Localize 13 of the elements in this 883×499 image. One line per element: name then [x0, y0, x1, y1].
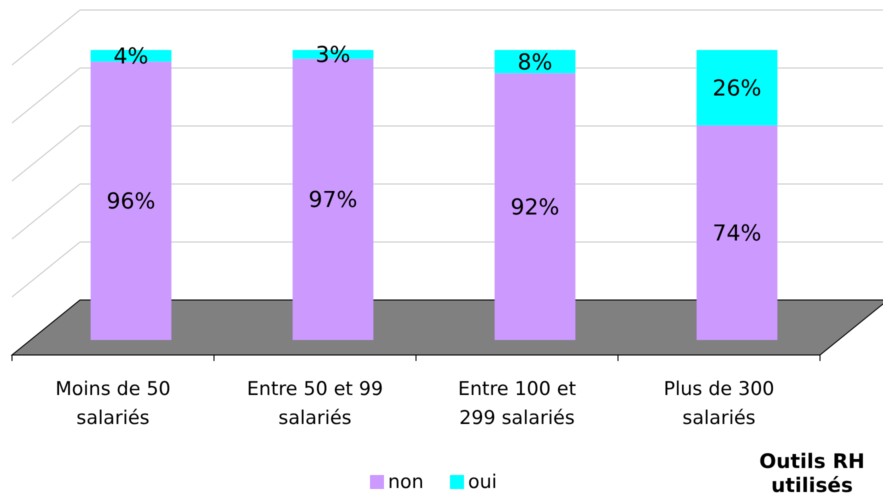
x-tick-label: Plus de 300 salariés	[664, 378, 774, 429]
x-tick-label: Entre 50 et 99 salariés	[246, 378, 384, 429]
text: Outils RH utilisés	[759, 449, 865, 497]
data-label: 97%	[308, 188, 358, 214]
legend-label: non	[388, 471, 424, 493]
data-label: 8%	[518, 50, 552, 76]
data-label: 26%	[712, 76, 762, 102]
x-tick-label: Moins de 50 salariés	[55, 378, 171, 429]
x-tick-label: Entre 100 et 299 salariés	[458, 378, 576, 429]
data-label: 74%	[712, 221, 762, 246]
data-label: 92%	[510, 195, 560, 220]
data-label: 96%	[106, 190, 156, 214]
legend-label: oui	[468, 471, 497, 493]
